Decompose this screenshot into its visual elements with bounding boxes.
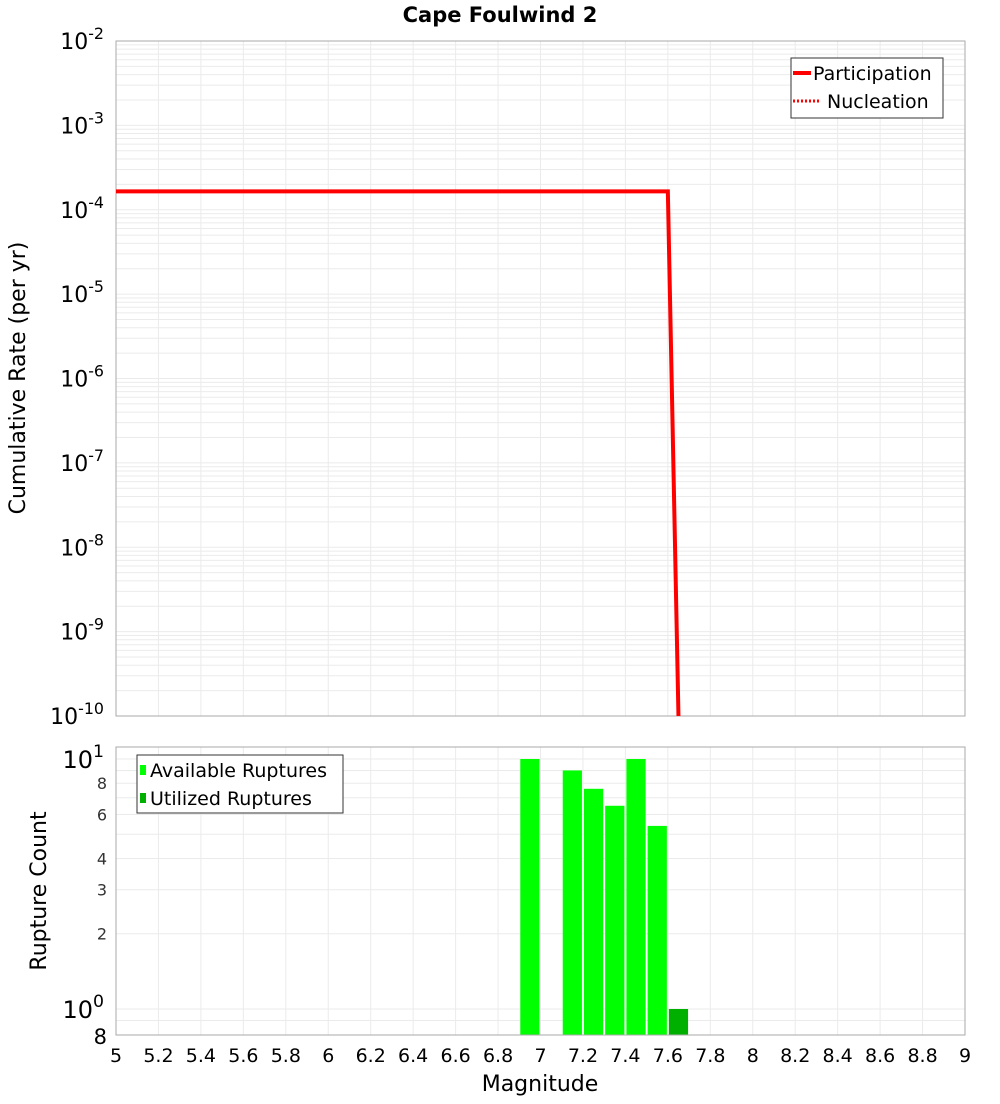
y-tick-label: 4	[97, 849, 107, 868]
x-tick-label: 7.8	[695, 1045, 725, 1067]
legend-label-nucleation: Nucleation	[827, 91, 929, 113]
available-rupture-bar	[562, 770, 582, 1035]
y-tick-label: 101	[62, 742, 104, 774]
y-tick-label: 3	[97, 881, 107, 900]
legend-box	[136, 754, 344, 814]
x-tick-label: 5.4	[186, 1045, 216, 1067]
available-rupture-bar	[647, 825, 667, 1035]
y-tick-label: 100	[62, 992, 104, 1024]
x-tick-label: 6	[322, 1045, 334, 1067]
x-tick-label: 6.8	[483, 1045, 513, 1067]
x-tick-label: 6.2	[356, 1045, 386, 1067]
y-tick-label: 8	[94, 1025, 107, 1049]
cumulative-rate-plot: 10-2 10-3 10-4 10-5 10-6 10-7 10-8 10-9 10-10 Par…	[50, 24, 966, 730]
y-tick-label: 10-3	[60, 108, 104, 139]
available-rupture-bar	[520, 759, 540, 1035]
y-tick-label: 6	[97, 805, 107, 824]
gridlines	[116, 41, 966, 717]
x-tick-label: 6.4	[398, 1045, 428, 1067]
y-tick-label: 2	[97, 925, 107, 944]
x-tick-label: 7	[534, 1045, 546, 1067]
x-tick-label: 8.4	[823, 1045, 853, 1067]
y-tick-label: 8	[97, 774, 107, 793]
legend: Participation Nucleation	[790, 57, 944, 119]
legend: Available Ruptures Utilized Ruptures	[136, 754, 344, 814]
utilized-rupture-bar	[668, 1009, 689, 1035]
x-tick-label: 7.2	[568, 1045, 598, 1067]
chart-title: Cape Foulwind 2	[403, 3, 598, 27]
x-tick-label: 5.2	[143, 1045, 173, 1067]
y-tick-label: 10-2	[60, 24, 104, 55]
y-tick-label: 10-5	[60, 277, 104, 308]
series-line-participation	[116, 189, 681, 717]
x-tick-label: 5.6	[228, 1045, 258, 1067]
y-axis-label-bottom: Rupture Count	[27, 811, 52, 971]
x-tick-label: 5	[110, 1045, 122, 1067]
x-tick-label: 7.4	[610, 1045, 640, 1067]
legend-label-utilized: Utilized Ruptures	[150, 788, 312, 810]
legend-label-available: Available Ruptures	[150, 760, 327, 782]
y-axis-label-top: Cumulative Rate (per yr)	[6, 242, 31, 515]
x-axis-label: Magnitude	[482, 1072, 599, 1097]
y-tick-label: 10-4	[60, 193, 104, 224]
x-tick-label: 9	[959, 1045, 971, 1067]
x-tick-label: 8	[747, 1045, 759, 1067]
legend-swatch-utilized	[140, 793, 146, 803]
available-rupture-bar	[605, 805, 625, 1035]
y-tick-label: 10-9	[60, 615, 104, 646]
legend-label-participation: Participation	[813, 63, 932, 85]
x-tick-label: 8.2	[780, 1045, 810, 1067]
plot-border	[115, 746, 966, 1036]
x-tick-label: 6.6	[440, 1045, 470, 1067]
x-tick-label: 7.6	[653, 1045, 683, 1067]
y-tick-label: 10-8	[60, 530, 104, 561]
plot-border	[115, 40, 966, 717]
y-tick-label: 10-6	[60, 362, 104, 393]
y-tick-label: 10-10	[50, 699, 104, 730]
x-tick-label: 8.6	[865, 1045, 895, 1067]
x-tick-label: 8.8	[907, 1045, 937, 1067]
x-tick-label: 5.8	[271, 1045, 301, 1067]
legend-box	[790, 57, 944, 119]
available-rupture-bar	[583, 788, 604, 1035]
y-tick-label: 10-7	[60, 446, 104, 477]
legend-swatch-available	[140, 765, 146, 775]
available-rupture-bar	[626, 759, 646, 1035]
